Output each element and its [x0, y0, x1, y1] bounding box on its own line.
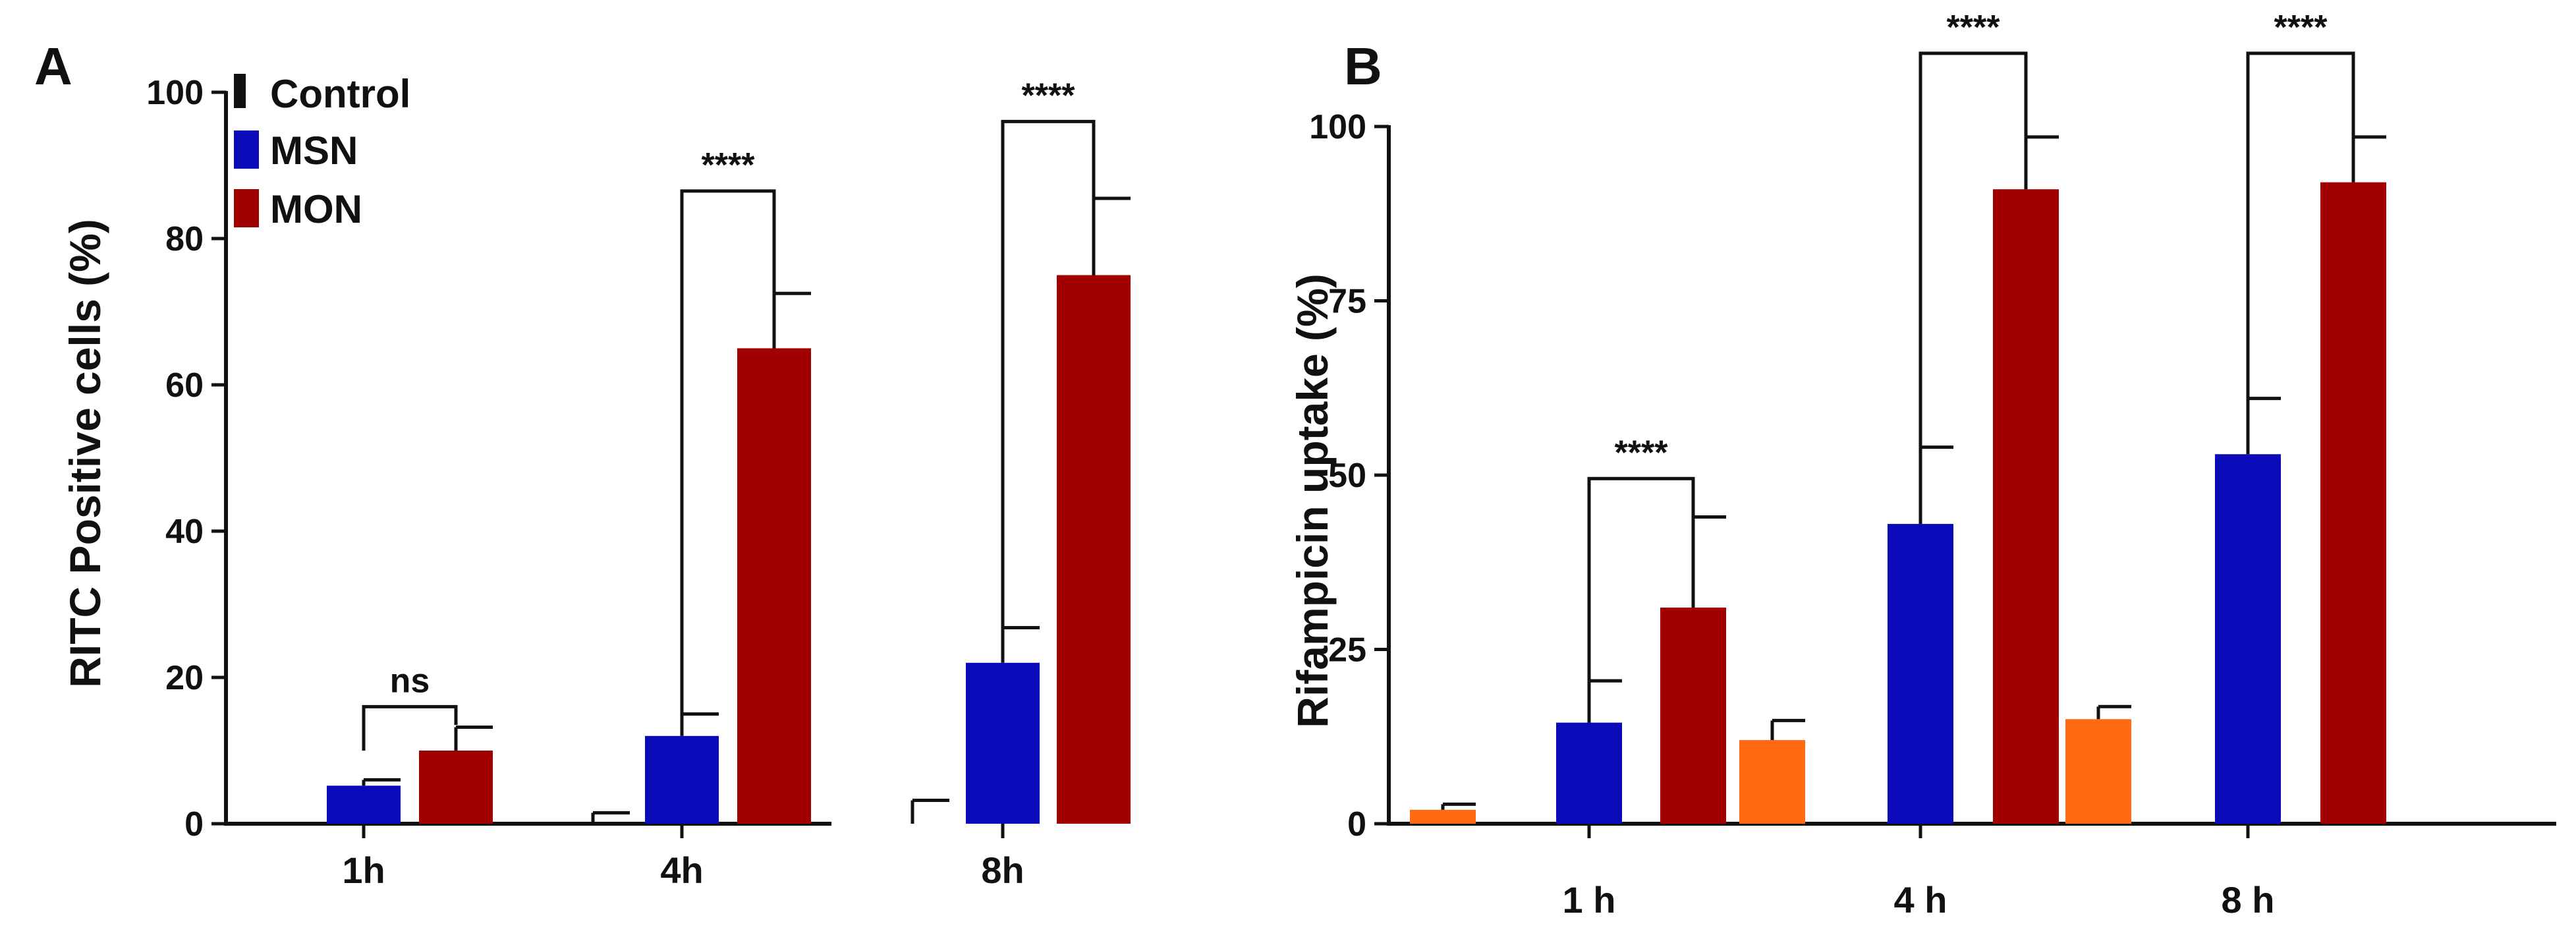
- panel-b-bar-control: [2065, 719, 2131, 824]
- panel-a-y-tick-label: 0: [184, 805, 204, 843]
- panel-a-bar-mon: [1057, 275, 1131, 824]
- panel-a-ylabel: RITC Positive cells (%): [61, 219, 109, 688]
- legend-swatch-msn: [234, 130, 259, 169]
- panel-a-bar-mon: [419, 751, 493, 824]
- panel-a-y-tick-label: 20: [165, 659, 204, 697]
- panel-a-bar-msn: [645, 735, 719, 824]
- panel-b-bar-msn: [1556, 722, 1622, 824]
- panel-b-y-tick-label: 100: [1309, 108, 1366, 146]
- panel-b-significance-label: ****: [1615, 434, 1669, 472]
- panel-b-bar-mon: [1660, 608, 1726, 824]
- panel-a-plot: 0 20 40 60 80 100 1h 4h 8h ns **** ****: [146, 74, 1131, 891]
- panel-a-letter: A: [34, 37, 72, 96]
- panel-b-x-tick-label: 8 h: [2222, 879, 2275, 921]
- panel-a-bar-mon: [737, 348, 811, 824]
- panel-a-legend: Control MSN MON: [234, 72, 410, 231]
- panel-b-bar-control: [1410, 809, 1476, 824]
- panel-a-x-tick-label: 1h: [342, 849, 385, 891]
- panel-a-significance-bracket: [1001, 119, 1096, 628]
- panel-b-ylabel: Rifampicin uptake (%): [1288, 273, 1337, 728]
- panel-a-significance-label: ****: [1022, 76, 1076, 115]
- panel-a-y-tick-label: 80: [165, 220, 204, 258]
- panel-a-x-tick-label: 4h: [660, 849, 703, 891]
- panel-a-significance-bracket: [680, 189, 776, 714]
- panel-b-significance-label: ****: [1947, 9, 2001, 47]
- panel-a-bar-msn: [327, 786, 401, 824]
- panel-b-y-tick-label: 0: [1347, 805, 1366, 843]
- legend-swatch-mon: [234, 189, 259, 227]
- legend-label-mon: MON: [270, 187, 362, 231]
- panel-b-bar-mon: [1993, 189, 2059, 824]
- panel-b-x-tick-label: 1 h: [1563, 879, 1616, 921]
- panel-b-significance-bracket: [2246, 51, 2355, 399]
- legend-label-msn: MSN: [270, 129, 358, 173]
- panel-a-significance-label: ****: [702, 146, 756, 185]
- panel-a-significance-label: ns: [390, 662, 430, 700]
- panel-a-y-tick-label: 100: [146, 74, 204, 112]
- panel-a-bar-msn: [966, 662, 1040, 824]
- panel-b-y-tick-label: 75: [1328, 283, 1366, 321]
- panel-b-significance-bracket: [1587, 476, 1695, 681]
- legend-label-control: Control: [270, 72, 410, 116]
- panel-b-significance-label: ****: [2274, 9, 2328, 47]
- panel-b-bar-mon: [2320, 182, 2386, 824]
- legend-swatch-control: [234, 74, 246, 108]
- panel-b-bar-msn: [1888, 524, 1953, 824]
- panel-a-significance-bracket: [362, 704, 458, 751]
- panel-b-letter: B: [1344, 37, 1382, 96]
- panel-b-y-tick-label: 25: [1328, 631, 1366, 670]
- panel-b-x-tick-label: 4 h: [1894, 879, 1947, 921]
- panel-b-bar-control: [1739, 740, 1805, 824]
- panel-b-bar-msn: [2215, 454, 2281, 824]
- panel-a-y-tick-label: 60: [165, 366, 204, 405]
- panel-b-y-tick-label: 50: [1328, 457, 1366, 495]
- panel-a-x-tick-label: 8h: [981, 849, 1024, 891]
- panel-b-significance-bracket: [1918, 51, 2028, 447]
- panel-b-plot: 0 25 50 75 100 1 h 4 h 8 h **** **** ****: [1309, 9, 2556, 921]
- panel-a-y-tick-label: 40: [165, 513, 204, 551]
